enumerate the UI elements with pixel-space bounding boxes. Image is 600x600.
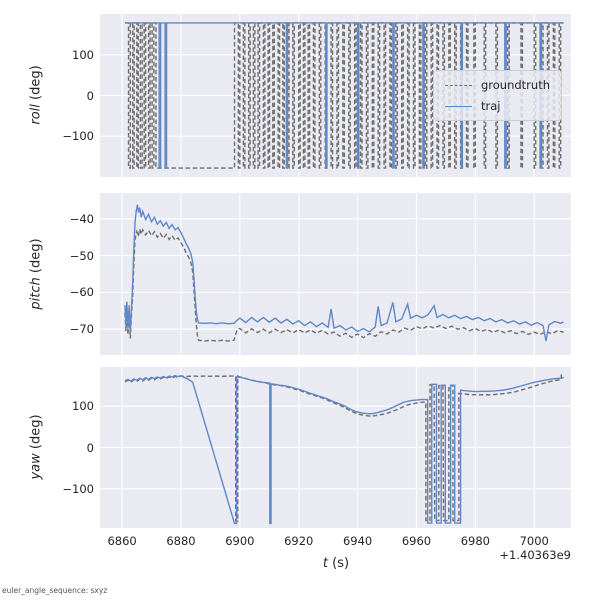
ylabel-word-roll: roll (28, 104, 44, 125)
y-tick-label: −70 (69, 322, 94, 337)
subplot-roll: groundtruth traj (100, 14, 571, 177)
subplot-yaw (100, 367, 571, 528)
x-tick-label: 6920 (284, 534, 314, 548)
series-line-traj-roll (125, 22, 564, 169)
y-tick-label: −100 (62, 481, 94, 496)
x-tick-label: 6960 (401, 534, 432, 548)
x-tick-label: 6900 (225, 534, 255, 548)
y-tick-label: 0 (86, 88, 94, 103)
y-tick-label: −60 (69, 285, 94, 300)
legend-entry-groundtruth: groundtruth (444, 78, 550, 92)
plot-area-yaw (100, 367, 571, 528)
series-line-groundtruth-yaw (124, 374, 564, 522)
x-tick-label: 6880 (166, 534, 196, 548)
x-axis-offset-text: +1.40363e9 (499, 548, 571, 562)
plot-area-pitch (100, 193, 571, 355)
x-tick-label: 6860 (107, 534, 137, 548)
x-tick-label: 7000 (519, 534, 549, 548)
y-tick-label: 100 (72, 47, 94, 62)
x-tick-label: 6980 (460, 534, 490, 548)
y-tick-label: −50 (69, 248, 94, 263)
y-tick-label: 100 (72, 399, 94, 414)
xlabel-unit: (s) (328, 556, 350, 571)
x-axis-label: t (s) (295, 556, 377, 571)
y-tick-label: −100 (62, 129, 94, 144)
legend-label-groundtruth: groundtruth (480, 78, 550, 92)
series-line-groundtruth-pitch (124, 228, 564, 342)
y-tick-label: 0 (86, 440, 94, 455)
y-tick-label: −40 (69, 211, 94, 226)
series-line-traj-pitch (124, 204, 564, 342)
series-line-traj-yaw (124, 374, 564, 525)
legend-entry-traj: traj (444, 99, 550, 113)
legend: groundtruth traj (432, 70, 562, 121)
x-tick-label: 6940 (342, 534, 373, 548)
groundtruth-line-sample-icon (444, 84, 472, 86)
euler-sequence-note: euler_angle_sequence: sxyz (2, 586, 108, 595)
ylabel-word-yaw: yaw (28, 453, 44, 480)
subplot-pitch (100, 193, 571, 355)
legend-label-traj: traj (480, 99, 501, 113)
xlabel-var: t (322, 556, 329, 571)
traj-line-sample-icon (444, 105, 472, 107)
